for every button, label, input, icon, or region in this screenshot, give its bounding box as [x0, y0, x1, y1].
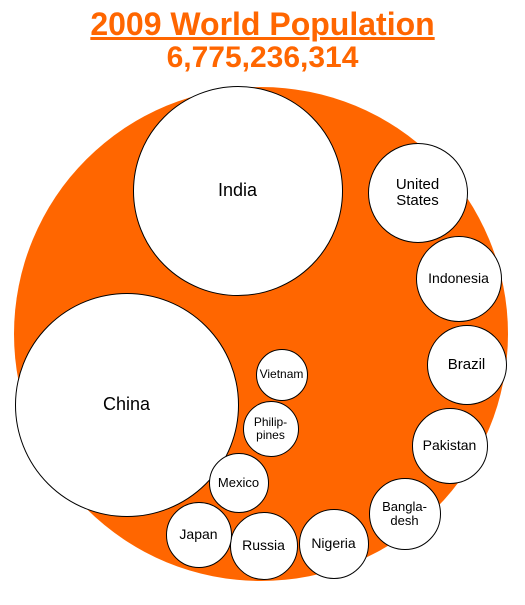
population-total: 6,775,236,314 — [0, 41, 525, 75]
country-bubble-bangla-desh: Bangla- desh — [369, 478, 441, 550]
country-bubble-philip-pines: Philip- pines — [243, 401, 299, 457]
country-bubble-brazil: Brazil — [427, 325, 507, 405]
country-bubble-pakistan: Pakistan — [412, 408, 488, 484]
country-label: Japan — [179, 527, 217, 542]
country-bubble-mexico: Mexico — [209, 453, 269, 513]
country-bubble-nigeria: Nigeria — [299, 509, 369, 579]
country-label: United States — [396, 177, 439, 210]
country-bubble-vietnam: Vietnam — [256, 349, 308, 401]
country-label: Vietnam — [260, 368, 304, 381]
country-label: Mexico — [218, 476, 259, 490]
country-label: Nigeria — [311, 536, 355, 551]
header: 2009 World Population 6,775,236,314 — [0, 0, 525, 75]
country-label: Philip- pines — [254, 416, 287, 442]
country-bubble-united-states: United States — [368, 143, 468, 243]
country-label: Pakistan — [423, 438, 477, 453]
population-circle-chart: India China United States Indonesia Brazil Pa… — [13, 85, 513, 585]
country-bubble-indonesia: Indonesia — [416, 236, 502, 322]
country-label: Bangla- desh — [382, 500, 427, 529]
country-label: India — [218, 181, 257, 201]
country-label: China — [103, 395, 150, 415]
country-label: Indonesia — [428, 271, 489, 286]
page-title: 2009 World Population — [0, 6, 525, 43]
country-label: Russia — [242, 538, 285, 553]
country-bubble-russia: Russia — [230, 512, 298, 580]
country-bubble-china: China — [15, 293, 239, 517]
country-bubble-japan: Japan — [166, 502, 232, 568]
country-bubble-india: India — [133, 86, 343, 296]
country-label: Brazil — [448, 357, 486, 374]
